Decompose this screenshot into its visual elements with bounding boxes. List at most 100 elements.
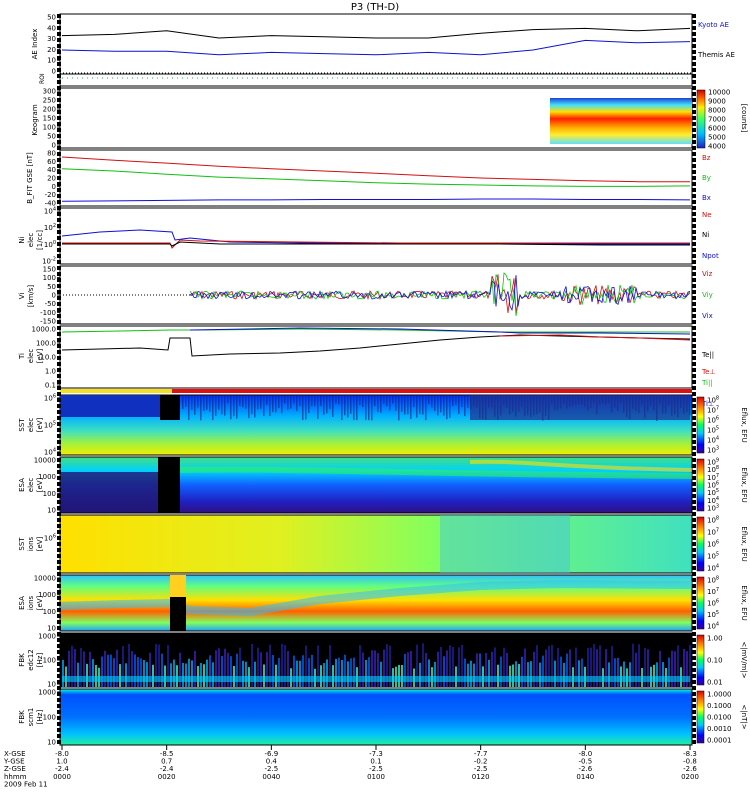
sst-stripe (350, 395, 352, 414)
right-marker (692, 26, 696, 30)
esa_i-cb-ticklabel: 108 (707, 576, 719, 585)
right-marker (692, 608, 696, 612)
fbk-stripe (104, 650, 106, 687)
panel-esa-elec: 10000 1000 100 10 ESA elec [eV] (18, 456, 693, 515)
fbk-stripe (644, 647, 646, 687)
fbk-stripe (95, 664, 97, 687)
sst-stripe (182, 395, 184, 409)
left-marker (57, 44, 61, 48)
xaxis-y-label: 0.4 (266, 758, 278, 766)
density-ylabel3: [1/cc] (36, 230, 44, 250)
fbk-stripe (146, 662, 148, 687)
fbk-stripe (242, 660, 244, 687)
esa-elec-ticklabel: 10 (47, 507, 56, 515)
right-marker (692, 158, 696, 162)
fbk-stripe (341, 659, 343, 687)
sst-stripe (455, 395, 457, 405)
fbk-stripe (185, 663, 187, 687)
xaxis-z-label: -2.6 (683, 765, 697, 773)
velocity-ticklabel: 50 (47, 283, 56, 291)
left-marker (57, 104, 61, 108)
fbk-stripe (368, 657, 370, 687)
sst-stripe (254, 395, 256, 418)
roi-ylabel: ROI (39, 73, 46, 84)
xaxis-t-label: 0140 (576, 773, 594, 781)
sst-stripe (209, 395, 211, 412)
fbk-stripe (338, 657, 340, 687)
esa_i-cblabel: Eflux, EFU (740, 585, 748, 620)
right-marker (692, 668, 696, 672)
sst-stripe (230, 395, 232, 420)
sst-stripe (443, 395, 445, 416)
sst-stripe (245, 395, 247, 409)
fbk-stripe (326, 659, 328, 687)
esa_e-cb-ticklabel: 107 (707, 473, 719, 482)
legend-kyoto: Kyoto AE (698, 21, 729, 29)
fbk-stripe (497, 664, 499, 687)
right-marker (692, 20, 696, 24)
ae-ticklabel: 30 (47, 35, 56, 43)
sst-stripe (338, 395, 340, 405)
fbk-stripe (569, 649, 571, 687)
fbk-stripe (143, 660, 145, 687)
sst-stripe (446, 395, 448, 420)
sst-stripe (236, 395, 238, 419)
fbk-stripe (305, 645, 307, 687)
sst-stripe (380, 395, 382, 413)
left-marker (57, 374, 61, 378)
temp-ticklabel: 100.0 (36, 340, 56, 348)
status-bar-yellow (60, 389, 172, 393)
right-marker (692, 248, 696, 252)
fbk-stripe (512, 664, 514, 687)
fbk-stripe (296, 660, 298, 687)
fbk-stripe (80, 648, 82, 687)
sst-stripe (284, 395, 286, 404)
sst_i-cb-ticklabel: 107 (707, 528, 719, 537)
fbk_e-cblabel: <|mV/m|> (740, 641, 748, 678)
right-marker (692, 266, 696, 270)
fbk-stripe (530, 661, 532, 687)
legend-bz: Bz (702, 154, 711, 162)
right-marker (692, 512, 696, 516)
fbk-stripe (632, 643, 634, 687)
left-marker (57, 482, 61, 486)
keogram-cb-ticklabel: 9000 (708, 98, 726, 106)
sst_e-cb-ticklabel: 108 (707, 396, 719, 405)
sst_e-cb-ticklabel: 105 (707, 426, 719, 435)
fbk-stripe (461, 644, 463, 687)
right-marker (692, 422, 696, 426)
fbk-stripe (359, 645, 361, 687)
sst-stripe (431, 395, 433, 408)
fbk-stripe (212, 662, 214, 687)
left-marker (57, 602, 61, 606)
right-marker (692, 38, 696, 42)
right-marker (692, 674, 696, 678)
esa-ions-ticklabel: 10000 (34, 575, 56, 583)
sst-stripe (332, 395, 334, 417)
left-marker (57, 674, 61, 678)
left-marker (57, 302, 61, 306)
right-marker (692, 44, 696, 48)
fbk-edc-ticklabel: 100 (43, 657, 56, 665)
sst-stripe (389, 395, 391, 411)
xaxis-z-label: -2.5 (474, 765, 488, 773)
fbk-stripe (149, 652, 151, 687)
left-marker (57, 662, 61, 666)
temp-ticklabel: 1.0 (45, 368, 56, 376)
sst-stripe (395, 395, 397, 411)
right-marker (692, 182, 696, 186)
right-marker (692, 110, 696, 114)
left-marker (57, 338, 61, 342)
sst_e-cblabel: Eflux, EFU (740, 407, 748, 442)
fbk-stripe (281, 643, 283, 687)
left-marker (57, 362, 61, 366)
fbk_e-cb-ticklabel: 1.00 (707, 635, 723, 643)
fbk-stripe (68, 650, 70, 687)
right-marker (692, 194, 696, 198)
fbk-stripe (74, 648, 76, 687)
left-marker (57, 548, 61, 552)
fbk-stripe (374, 650, 376, 687)
right-marker (692, 410, 696, 414)
fbk_b-cb-ticklabel: 0.0100 (707, 714, 732, 722)
sst-stripe (215, 395, 217, 416)
